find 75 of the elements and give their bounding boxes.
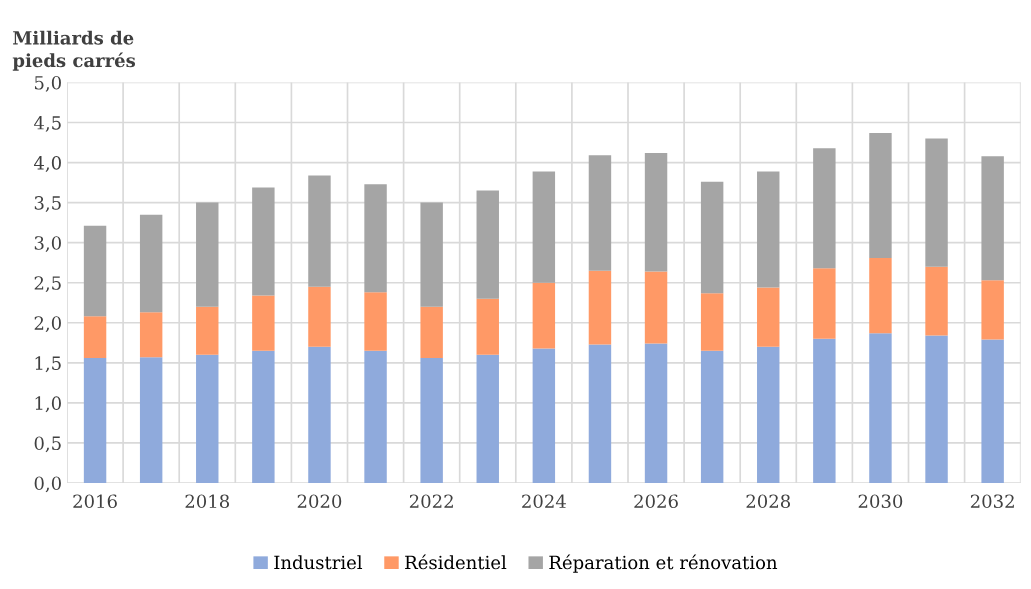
x-tick-label: 2020 [297,494,342,509]
bar [981,339,1004,483]
bar [700,181,724,294]
y-tick-label: 3,0 [34,236,61,252]
bar [757,346,780,483]
bar [925,266,948,336]
bar [981,156,1004,281]
bar [532,282,556,349]
bar [308,286,331,347]
bar [476,354,499,483]
bar [364,184,387,293]
y-axis-title: Milliards de pieds carrés [12,30,136,71]
bar [476,298,499,355]
bar [196,202,219,307]
bar [700,350,724,483]
bar [420,306,443,359]
bar [420,358,443,483]
bar [588,344,612,483]
y-tick-label: 0,5 [34,436,61,453]
legend-label: Industriel [274,555,363,570]
x-tick-label: 2022 [409,494,453,509]
bar [757,287,780,347]
bar [925,335,948,483]
bar [476,190,499,299]
legend-label: Réparation et rénovation [549,554,778,573]
legend-label: Résidentiel [405,554,507,570]
bar [644,271,668,344]
bar [83,225,107,317]
bar [869,333,892,483]
y-tick-label: 1,0 [35,396,61,413]
bar [364,292,387,351]
x-tick-label: 2026 [634,494,678,509]
bar [981,280,1004,340]
bar [83,316,107,359]
x-tick-label: 2028 [746,494,791,509]
bar [644,152,668,272]
bar [588,155,612,271]
bar [869,132,892,258]
bar [644,343,668,483]
y-tick-label: 0,0 [34,476,61,493]
x-tick-label: 2016 [73,494,117,509]
x-tick-label: 2032 [970,494,1014,509]
x-tick-label: 2024 [522,494,566,509]
y-tick-label: 2,5 [34,276,61,293]
bar [308,346,331,483]
bar [196,354,219,483]
bar [813,148,836,269]
x-tick-label: 2018 [185,494,230,509]
bar [813,338,836,483]
y-tick-label: 3,5 [34,196,61,212]
bar [757,171,780,288]
bar [420,202,443,307]
bar [364,350,387,483]
bar [532,348,556,483]
bar [196,306,219,355]
bar [813,268,836,339]
bar [252,350,275,483]
bar [252,295,275,351]
bar [83,358,107,483]
y-tick-label: 4,5 [34,115,61,132]
y-tick-label: 4,0 [34,156,61,172]
bar [252,187,275,296]
bar [925,138,948,267]
y-tick-label: 5,0 [34,75,61,92]
y-tick-label: 2,0 [34,316,61,333]
bar [139,357,163,483]
bar [139,214,163,313]
y-tick-label: 1,5 [35,356,61,373]
bar [869,257,892,334]
bar [308,175,331,287]
x-tick-label: 2030 [858,494,903,509]
bar [588,270,612,345]
bar [139,312,163,358]
bar [700,293,724,351]
bar [532,171,556,283]
